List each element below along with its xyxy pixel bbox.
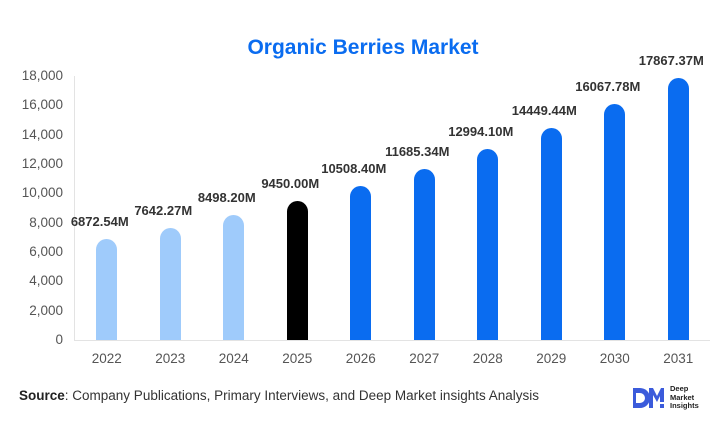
bar-2025: [286, 201, 308, 340]
data-label: 16067.78M: [575, 79, 641, 95]
data-label: 8498.20M: [197, 190, 256, 206]
logo-text: Deep Market Insights: [670, 384, 699, 410]
dm-logo-icon: [633, 388, 664, 408]
data-label: 11685.34M: [385, 143, 450, 159]
chart-title: Organic Berries Market: [247, 36, 479, 59]
source-note: Source: Company Publications, Primary In…: [19, 388, 539, 403]
y-tick-label: 12,000: [21, 156, 63, 171]
data-label: 12994.10M: [448, 124, 514, 140]
y-tick-label: 2,000: [29, 302, 63, 318]
x-axis-line: [74, 340, 710, 341]
data-label: 10508.40M: [321, 160, 387, 176]
x-tick-label: 2025: [282, 351, 313, 366]
bar-2029: [540, 128, 562, 340]
y-tick-label: 0: [55, 332, 63, 347]
y-axis-line: [74, 76, 75, 341]
source-label: Source: [19, 388, 65, 403]
y-tick-label: 6,000: [29, 244, 63, 259]
y-tick-label: 8,000: [29, 214, 63, 230]
data-label: 17867.37M: [638, 52, 704, 68]
y-tick-label: 10,000: [21, 185, 63, 201]
bar-2030: [604, 104, 626, 340]
source-text: : Company Publications, Primary Intervie…: [64, 388, 539, 403]
x-tick-label: 2027: [409, 351, 440, 366]
bar-2031: [667, 77, 689, 340]
x-tick-label: 2022: [91, 351, 122, 366]
data-label: 9450.00M: [261, 176, 320, 192]
x-tick-label: 2024: [218, 351, 249, 366]
x-tick-label: 2031: [663, 351, 694, 366]
bar-2027: [413, 168, 435, 340]
y-tick-label: 16,000: [21, 97, 63, 113]
data-label: 7642.27M: [134, 202, 193, 218]
y-tick-label: 14,000: [21, 126, 63, 142]
bar-2024: [223, 215, 245, 340]
bar-2023: [159, 227, 181, 340]
data-label: 14449.44M: [511, 103, 577, 119]
bar-2028: [477, 149, 499, 340]
x-tick-label: 2026: [345, 351, 376, 366]
company-logo: Deep Market Insights: [633, 384, 713, 411]
bar-2022: [96, 239, 118, 340]
x-tick-label: 2030: [599, 351, 630, 366]
x-tick-label: 2029: [536, 351, 567, 366]
y-tick-label: 18,000: [21, 68, 63, 83]
x-tick-label: 2028: [472, 351, 503, 366]
data-label: 6872.54M: [70, 214, 129, 230]
bar-2026: [350, 185, 372, 340]
y-tick-label: 4,000: [29, 273, 63, 289]
x-tick-label: 2023: [155, 351, 186, 366]
